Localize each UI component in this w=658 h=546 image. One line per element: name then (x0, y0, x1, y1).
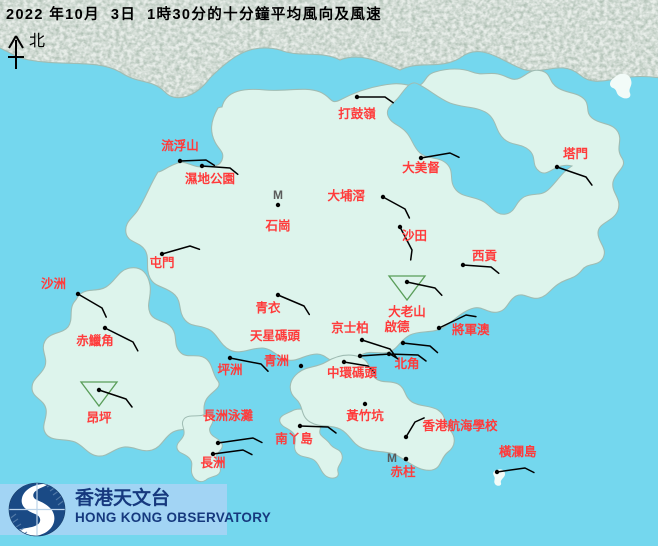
svg-text:黃竹坑: 黃竹坑 (345, 408, 384, 423)
svg-text:濕地公園: 濕地公園 (185, 171, 235, 186)
svg-text:橫瀾島: 橫瀾島 (499, 444, 537, 459)
svg-text:塔門: 塔門 (563, 146, 588, 161)
svg-text:M: M (387, 451, 397, 465)
svg-text:屯門: 屯門 (149, 255, 174, 270)
svg-text:將軍澳: 將軍澳 (452, 322, 490, 337)
svg-text:石崗: 石崗 (264, 218, 290, 233)
svg-text:中環碼頭: 中環碼頭 (327, 365, 378, 380)
svg-text:香港航海學校: 香港航海學校 (421, 418, 498, 433)
svg-text:M: M (273, 188, 283, 202)
svg-text:大老山: 大老山 (388, 304, 426, 319)
svg-text:長洲: 長洲 (200, 455, 225, 470)
svg-text:長洲泳灘: 長洲泳灘 (203, 408, 254, 423)
svg-text:赤柱: 赤柱 (390, 464, 416, 479)
svg-text:京士柏: 京士柏 (331, 320, 369, 335)
svg-text:北角: 北角 (394, 356, 419, 371)
svg-text:天星碼頭: 天星碼頭 (250, 328, 301, 343)
svg-text:啟德: 啟德 (384, 319, 410, 334)
svg-text:赤鱲角: 赤鱲角 (76, 333, 114, 348)
svg-text:南丫島: 南丫島 (275, 431, 313, 446)
svg-text:打鼓嶺: 打鼓嶺 (338, 106, 376, 121)
svg-text:沙洲: 沙洲 (41, 277, 66, 291)
svg-text:沙田: 沙田 (402, 229, 427, 243)
svg-text:流浮山: 流浮山 (161, 138, 199, 153)
svg-text:大埔滘: 大埔滘 (327, 188, 365, 203)
svg-text:HONG KONG OBSERVATORY: HONG KONG OBSERVATORY (75, 510, 271, 525)
svg-text:昂坪: 昂坪 (86, 410, 112, 425)
svg-text:香港天文台: 香港天文台 (74, 486, 170, 509)
svg-text:西貢: 西貢 (472, 249, 498, 263)
svg-text:坪洲: 坪洲 (217, 363, 242, 377)
svg-text:青衣: 青衣 (255, 300, 281, 315)
svg-text:青洲: 青洲 (264, 353, 289, 368)
svg-text:北: 北 (29, 32, 45, 50)
svg-text:大美督: 大美督 (402, 160, 440, 175)
